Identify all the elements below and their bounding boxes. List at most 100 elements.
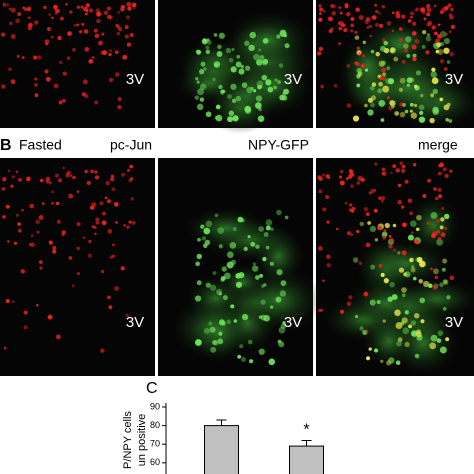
nucleus [109, 77, 114, 83]
cell [410, 112, 418, 119]
cell [416, 227, 420, 232]
nucleus [426, 221, 431, 225]
nucleus [401, 59, 406, 64]
nucleus [82, 236, 86, 239]
cell [419, 110, 424, 116]
cell [381, 60, 387, 66]
cell [382, 319, 386, 323]
cell [255, 102, 262, 109]
nucleus [427, 178, 431, 183]
nucleus [338, 6, 342, 9]
nucleus [360, 177, 365, 182]
cell [383, 278, 389, 284]
cell [283, 88, 290, 95]
nucleus [381, 167, 386, 172]
cell [420, 93, 424, 98]
nucleus [70, 174, 73, 177]
nucleus [370, 188, 375, 194]
cell [258, 48, 262, 52]
image-background [0, 158, 155, 376]
nucleus [76, 23, 80, 27]
nucleus [337, 21, 341, 25]
nucleus [83, 29, 89, 34]
nucleus [381, 4, 386, 9]
nucleus [27, 22, 33, 28]
cell [195, 261, 200, 267]
nucleus [88, 59, 94, 64]
nucleus [322, 173, 326, 177]
nucleus [401, 250, 407, 256]
cell [247, 235, 251, 239]
cell [215, 104, 221, 110]
nucleus [59, 60, 63, 65]
cell [284, 43, 290, 49]
nucleus [50, 35, 54, 39]
cell [261, 74, 268, 81]
nucleus [339, 169, 344, 174]
nucleus [323, 10, 326, 13]
nucleus [113, 201, 119, 207]
nucleus [66, 56, 71, 60]
nucleus [38, 215, 44, 220]
micrograph: 3V [0, 0, 155, 128]
nucleus [110, 177, 115, 182]
nucleus [34, 77, 38, 81]
y-tick-label: 70 [150, 439, 160, 449]
nucleus [399, 102, 404, 107]
nucleus [16, 54, 20, 58]
cell [277, 339, 282, 344]
cell [249, 31, 257, 39]
nucleus [36, 303, 39, 307]
nucleus [95, 220, 100, 225]
nucleus [108, 52, 112, 57]
cell [389, 47, 396, 54]
nucleus [318, 189, 323, 194]
nucleus [109, 49, 112, 52]
nucleus [368, 24, 373, 28]
cell [256, 59, 263, 66]
cell [439, 282, 444, 288]
nucleus [33, 20, 39, 25]
nucleus [401, 164, 405, 168]
nucleus [377, 225, 382, 231]
nucleus [354, 30, 358, 34]
nucleus [441, 207, 445, 210]
nucleus [94, 100, 99, 105]
nucleus [110, 174, 115, 178]
cell [235, 281, 243, 288]
cell [212, 77, 216, 82]
nucleus [350, 184, 354, 188]
y-tick-label: 80 [150, 420, 160, 430]
cell [445, 117, 449, 122]
cell [198, 69, 205, 75]
cell [239, 344, 244, 349]
cell [421, 29, 427, 35]
cell [229, 242, 237, 249]
cell [443, 47, 450, 54]
cell [277, 80, 281, 84]
nucleus [57, 35, 62, 41]
nucleus [326, 220, 330, 224]
nucleus [415, 240, 420, 245]
nucleus [54, 11, 58, 15]
cell [359, 326, 364, 331]
nucleus [126, 1, 132, 7]
cell [252, 262, 256, 266]
nucleus [374, 162, 378, 166]
cell [196, 280, 202, 286]
cell [240, 64, 245, 69]
nucleus [2, 177, 7, 182]
nucleus [88, 239, 92, 244]
cell [274, 78, 278, 82]
nucleus [444, 226, 448, 230]
nucleus [112, 243, 115, 247]
cell [391, 294, 398, 301]
nucleus [102, 50, 107, 56]
nucleus [378, 263, 383, 269]
nucleus [80, 5, 84, 9]
cell [388, 357, 395, 364]
nucleus [365, 242, 371, 248]
nucleus [356, 62, 360, 67]
cell [432, 106, 439, 114]
cell [258, 348, 265, 355]
